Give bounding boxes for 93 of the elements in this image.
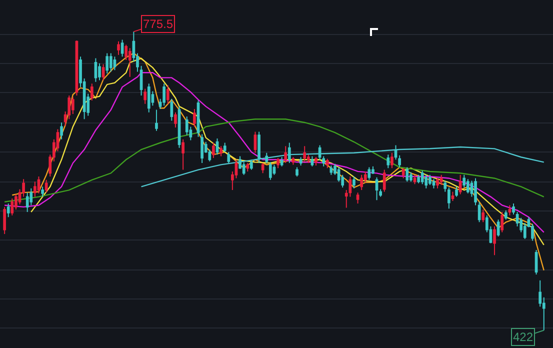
candlestick: [390, 152, 394, 169]
candlestick: [106, 52, 109, 74]
candlestick: [212, 142, 215, 158]
candlestick: [265, 152, 268, 164]
candlestick: [170, 98, 174, 122]
candlestick: [474, 178, 477, 206]
candlestick: [534, 250, 538, 276]
candlestick: [3, 206, 6, 234]
candlestick: [455, 186, 458, 198]
candlestick: [98, 62, 101, 81]
candlestick: [440, 174, 443, 186]
candlestick: [174, 112, 177, 128]
candlestick: [166, 84, 170, 104]
candlestick: [478, 201, 481, 223]
candlestick: [182, 138, 184, 170]
candlestick: [375, 176, 378, 201]
candlestick: [330, 165, 333, 176]
candlestick: [37, 176, 40, 194]
annotation: 775.5: [143, 17, 174, 31]
candlestick: [26, 192, 29, 213]
candlestick: [420, 170, 424, 185]
candlestick: [504, 210, 508, 220]
candlestick: [128, 48, 132, 78]
candlestick: [500, 212, 504, 233]
candlestick: [288, 142, 291, 164]
candlestick: [451, 191, 454, 202]
candlestick: [466, 178, 470, 194]
candlestick: [6, 203, 10, 218]
candlestick: [200, 134, 204, 164]
candlestick: [113, 56, 116, 71]
candlestick: [326, 158, 329, 169]
candlestick: [109, 52, 112, 72]
candlestick: [102, 64, 105, 81]
candlestick: [413, 174, 416, 185]
candlestick: [299, 156, 302, 166]
candlestick: [258, 131, 260, 164]
candlestick: [482, 208, 485, 223]
candlestick: [417, 174, 420, 184]
candlestick: [280, 156, 284, 167]
candlestick: [185, 116, 188, 136]
candlestick: [117, 40, 120, 56]
candlestick: [296, 166, 298, 178]
candlestick: [276, 157, 280, 169]
candlestick: [178, 106, 181, 148]
candlestick: [140, 65, 143, 96]
candlestick: [120, 39, 124, 58]
candlestick: [436, 178, 439, 189]
candlestick: [310, 156, 314, 167]
candlestick: [216, 138, 219, 156]
candlestick: [254, 131, 257, 154]
candlestick: [493, 226, 496, 256]
candlestick: [268, 162, 272, 180]
candlestick: [44, 179, 48, 194]
candlestick: [424, 174, 428, 189]
candlestick: [303, 146, 306, 162]
candlestick: [512, 203, 515, 216]
candlestick: [314, 156, 318, 166]
annotation: 422: [513, 330, 534, 344]
candlestick: [356, 192, 360, 204]
candlestick: [223, 142, 226, 153]
candlestick: [144, 88, 147, 104]
candlestick: [220, 146, 222, 157]
candlestick: [360, 174, 364, 191]
candlestick: [386, 154, 390, 169]
candlestick: [428, 174, 432, 186]
candlestick: [444, 180, 447, 192]
candlestick: [368, 166, 371, 180]
candlestick: [60, 122, 63, 140]
candlestick: [382, 169, 386, 192]
candlestick: [496, 219, 500, 237]
candlestick: [94, 58, 98, 82]
candlestick: [162, 83, 166, 106]
candlestick: [406, 166, 409, 182]
candlestick: [448, 187, 450, 210]
candlestick: [292, 156, 295, 166]
candlestick: [193, 108, 196, 128]
candlestick: [71, 96, 74, 115]
candlestick: [246, 162, 250, 172]
candlestick: [458, 174, 462, 195]
candlestick: [261, 162, 264, 174]
candlestick: [284, 146, 288, 164]
candlestick: [196, 100, 200, 138]
candlestick: [147, 83, 150, 113]
candlestick: [41, 186, 44, 198]
candlestick: [432, 178, 436, 189]
candlestick: [10, 198, 14, 216]
candlestick: [90, 83, 94, 102]
candlestick: [352, 176, 356, 189]
candlestick: [227, 152, 230, 164]
candlestick: [402, 168, 405, 179]
candlestick: [250, 159, 253, 170]
candlestick: [508, 204, 512, 216]
candlestick: [155, 109, 158, 132]
